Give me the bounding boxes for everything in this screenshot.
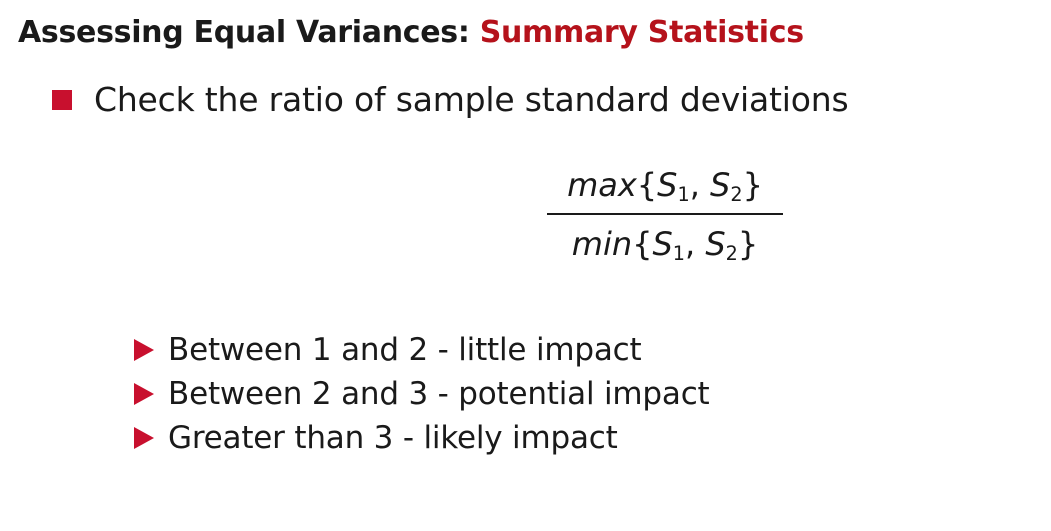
list-item: Between 1 and 2 - little impact xyxy=(134,328,710,372)
numerator-var-1: S xyxy=(657,166,678,204)
numerator-separator: , xyxy=(689,166,711,204)
denominator-var-1: S xyxy=(652,225,673,263)
numerator-sub-1: 1 xyxy=(677,182,690,206)
list-item-text: Greater than 3 - likely impact xyxy=(168,420,618,456)
list-item: Between 2 and 3 - potential impact xyxy=(134,372,710,416)
fraction-bar xyxy=(547,213,783,215)
main-bullet-text: Check the ratio of sample standard devia… xyxy=(94,80,849,119)
sd-ratio-formula: max{S1, S2} min{S1, S2} xyxy=(545,160,785,269)
slide-title-accent: Summary Statistics xyxy=(479,15,804,50)
numerator-open-brace: { xyxy=(636,166,658,204)
square-bullet-icon xyxy=(52,90,72,110)
denominator-open-brace: { xyxy=(632,225,653,263)
denominator-function: min xyxy=(571,225,633,263)
denominator-sub-2: 2 xyxy=(725,241,738,265)
formula-denominator: min{S1, S2} xyxy=(545,219,785,269)
denominator-separator: , xyxy=(685,225,706,263)
impact-list: Between 1 and 2 - little impact Between … xyxy=(134,328,710,460)
numerator-var-2: S xyxy=(710,166,731,204)
slide-title-prefix: Assessing Equal Variances: xyxy=(18,15,480,50)
list-item-text: Between 1 and 2 - little impact xyxy=(168,332,642,368)
triangle-bullet-icon xyxy=(134,383,154,405)
list-item-text: Between 2 and 3 - potential impact xyxy=(168,376,710,412)
numerator-close-brace: } xyxy=(742,166,763,204)
numerator-function: max xyxy=(567,166,637,204)
denominator-var-2: S xyxy=(705,225,726,263)
main-bullet: Check the ratio of sample standard devia… xyxy=(52,72,849,128)
slide-title: Assessing Equal Variances: Summary Stati… xyxy=(18,8,804,58)
numerator-sub-2: 2 xyxy=(730,182,743,206)
formula-numerator: max{S1, S2} xyxy=(545,160,785,210)
denominator-close-brace: } xyxy=(737,225,759,263)
denominator-sub-1: 1 xyxy=(672,241,685,265)
list-item: Greater than 3 - likely impact xyxy=(134,416,710,460)
triangle-bullet-icon xyxy=(134,427,154,449)
triangle-bullet-icon xyxy=(134,339,154,361)
